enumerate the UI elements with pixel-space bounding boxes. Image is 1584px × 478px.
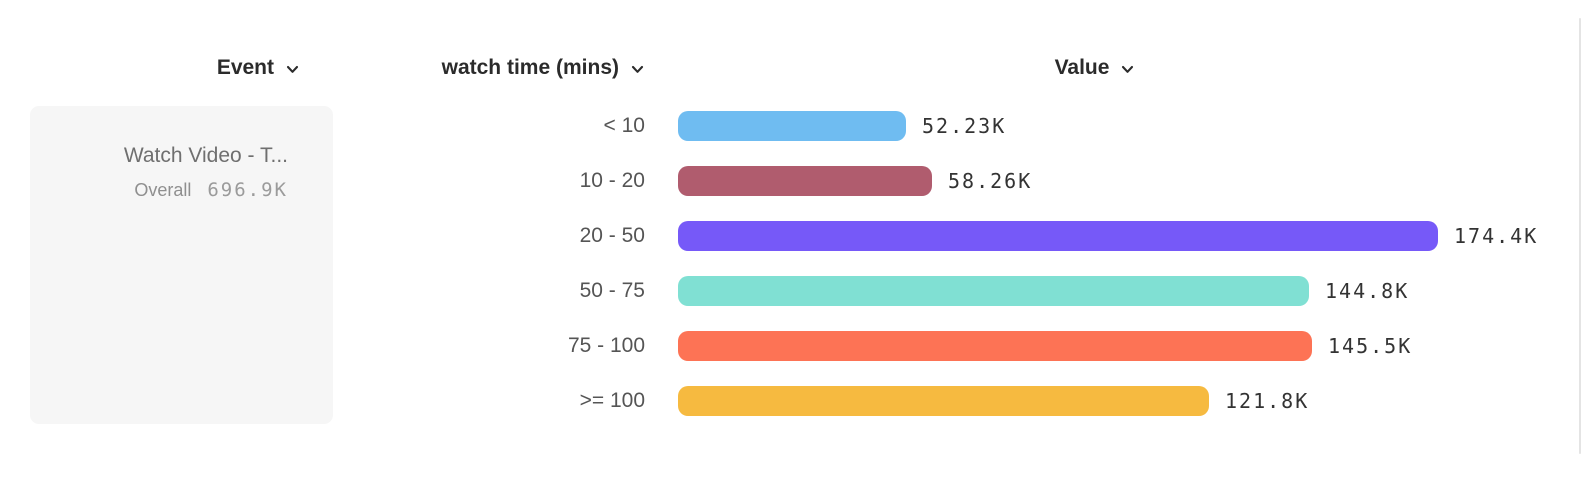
value-label: 52.23K: [922, 113, 1007, 138]
event-column-header[interactable]: Event: [0, 52, 300, 84]
bar-chart: < 10 52.23K 10 - 20 58.26K 20 - 50 174.4K 50 -…: [0, 98, 1584, 428]
vertical-divider: [1579, 18, 1581, 454]
watch-time-column-header[interactable]: watch time (mins): [340, 52, 645, 84]
category-label: 20 - 50: [579, 223, 645, 247]
bar-row: 20 - 50 174.4K: [0, 208, 1584, 263]
bar-row: >= 100 121.8K: [0, 373, 1584, 428]
category-label: 50 - 75: [579, 278, 645, 302]
chevron-down-icon: [631, 65, 644, 73]
bar-row: 10 - 20 58.26K: [0, 153, 1584, 208]
bar-wrap: 121.8K: [678, 373, 1309, 428]
bar[interactable]: [678, 165, 932, 196]
bar[interactable]: [678, 385, 1209, 416]
event-overall-row: Overall 696.9K: [46, 178, 288, 202]
bar[interactable]: [678, 220, 1438, 251]
category-label: 75 - 100: [567, 333, 645, 357]
bar-row: < 10 52.23K: [0, 98, 1584, 153]
value-column-header[interactable]: Value: [994, 52, 1196, 84]
bar-row: 75 - 100 145.5K: [0, 318, 1584, 373]
overall-label: Overall: [134, 180, 192, 200]
event-name: Watch Video - T...: [123, 144, 288, 167]
chevron-down-icon: [1122, 65, 1134, 73]
bar-row: 50 - 75 144.8K: [0, 263, 1584, 318]
value-label: 121.8K: [1225, 388, 1310, 413]
bar[interactable]: [678, 275, 1309, 306]
category-label: < 10: [603, 113, 645, 137]
value-label: 144.8K: [1325, 278, 1410, 303]
bar-wrap: 144.8K: [678, 263, 1409, 318]
overall-value: 696.9K: [207, 179, 288, 201]
bar-wrap: 58.26K: [678, 153, 1032, 208]
chevron-down-icon: [286, 65, 299, 73]
event-column-header-label: Event: [216, 56, 274, 79]
value-label: 58.26K: [948, 168, 1033, 193]
bar[interactable]: [678, 330, 1312, 361]
category-label: >= 100: [579, 388, 645, 412]
bar[interactable]: [678, 110, 906, 141]
bar-wrap: 174.4K: [678, 208, 1538, 263]
watch-time-column-header-label: watch time (mins): [441, 56, 619, 79]
bar-wrap: 145.5K: [678, 318, 1412, 373]
value-column-header-label: Value: [1054, 56, 1110, 79]
bar-wrap: 52.23K: [678, 98, 1006, 153]
category-label: 10 - 20: [579, 168, 645, 192]
value-label: 145.5K: [1328, 333, 1413, 358]
event-panel[interactable]: Watch Video - T... Overall 696.9K: [30, 106, 333, 424]
value-label: 174.4K: [1454, 223, 1539, 248]
